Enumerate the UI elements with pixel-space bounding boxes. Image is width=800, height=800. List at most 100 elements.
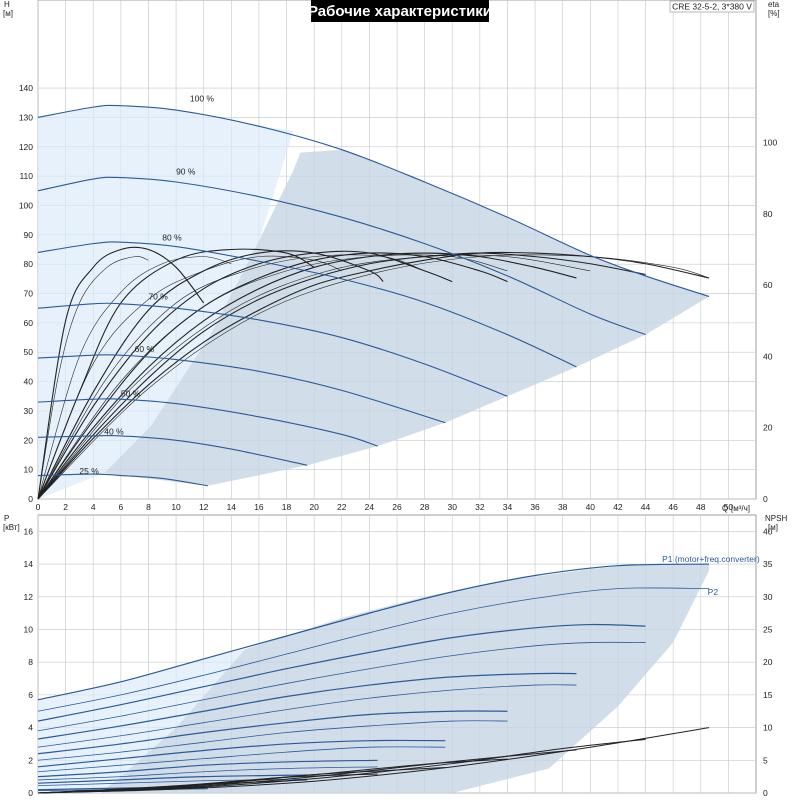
flow-axis-label: Q — [722, 504, 728, 513]
speed-label: 80 % — [162, 233, 182, 243]
flow-axis-unit: [м³/ч] — [731, 504, 750, 513]
head-tick-label: 20 — [24, 435, 34, 445]
head-tick-label: 70 — [24, 289, 34, 299]
efficiency-curve — [37, 246, 205, 500]
p1-curve — [37, 774, 308, 784]
flow-tick-label: 30 — [447, 502, 457, 512]
p1-curve — [37, 710, 508, 755]
p1-curve — [37, 563, 710, 701]
head-operating-envelope — [104, 149, 710, 486]
p2-curve — [37, 641, 646, 732]
p2-curve — [37, 766, 378, 781]
efficiency-curve — [37, 252, 508, 500]
head-tick-label: 120 — [19, 142, 33, 152]
power-tick-label: 6 — [28, 690, 33, 700]
flow-tick-label: 18 — [282, 502, 292, 512]
flow-tick-label: 34 — [503, 502, 513, 512]
p2-curve — [37, 720, 508, 761]
flow-tick-label: 32 — [475, 502, 485, 512]
title-background — [311, 0, 489, 22]
power-tick-label: 8 — [28, 657, 33, 667]
flow-tick-label: 14 — [227, 502, 237, 512]
flow-tick-label: 8 — [146, 502, 151, 512]
speed-label: 25 % — [79, 466, 99, 476]
power-tick-label: 12 — [24, 592, 34, 602]
head-axis-label: H — [4, 0, 10, 9]
flow-tick-label: 0 — [36, 502, 41, 512]
npsh-axis-unit: [м] — [768, 523, 778, 532]
head-curve-50pct — [37, 398, 378, 447]
efficiency-curve — [37, 254, 508, 500]
flow-tick-label: 20 — [309, 502, 319, 512]
power-operating-envelope — [100, 564, 710, 793]
efficiency-curve — [37, 254, 591, 500]
npsh-curve — [37, 786, 208, 794]
eta-tick-label: 0 — [763, 494, 768, 504]
head-curve-70pct — [37, 302, 508, 397]
speed-label: 70 % — [148, 291, 168, 301]
efficiency-curve — [37, 255, 342, 500]
head-curve-90pct — [37, 176, 646, 336]
flow-tick-label: 12 — [199, 502, 209, 512]
eta-axis-unit: [%] — [768, 9, 780, 18]
flow-tick-label: 40 — [586, 502, 596, 512]
head-chart-area: 100 %90 %80 %70 %60 %50 %40 %25 %0 2 4 6 8 10… — [19, 0, 777, 512]
head-tick-label: 90 — [24, 230, 34, 240]
model-box — [669, 0, 755, 13]
efficiency-curve — [37, 250, 453, 500]
head-tick-label: 110 — [19, 171, 33, 181]
flow-tick-label: 2 — [63, 502, 68, 512]
power-tick-label: 0 — [28, 788, 33, 798]
flow-tick-label: 46 — [668, 502, 678, 512]
eta-tick-label: 100 — [763, 138, 777, 148]
head-axis-unit: [м] — [3, 9, 13, 18]
head-tick-label: 30 — [24, 406, 34, 416]
flow-tick-label: 38 — [558, 502, 568, 512]
head-tick-label: 0 — [28, 494, 33, 504]
npsh-tick-label: 35 — [763, 559, 773, 569]
power-tick-label: 16 — [24, 526, 34, 536]
series-label: P1 (motor+freq.converter) — [662, 554, 760, 564]
efficiency-curve — [37, 254, 710, 500]
power-axis-label: P — [4, 514, 9, 523]
npsh-tick-label: 20 — [763, 657, 773, 667]
npsh-curve — [37, 727, 710, 794]
flow-tick-label: 16 — [254, 502, 264, 512]
npsh-tick-label: 10 — [763, 723, 773, 733]
p2-curve — [37, 746, 446, 773]
p1-curve — [37, 623, 646, 722]
p2-curve — [37, 684, 577, 748]
npsh-tick-label: 40 — [763, 526, 773, 536]
speed-label: 40 % — [104, 426, 124, 436]
p1-curve — [37, 759, 378, 778]
flow-tick-label: 4 — [91, 502, 96, 512]
eta-tick-label: 40 — [763, 351, 773, 361]
model-label: CRE 32-5-2, 3*380 V — [672, 2, 752, 12]
eta-tick-label: 80 — [763, 209, 773, 219]
head-curve-60pct — [37, 354, 446, 424]
power-chart-area: P1 (motor+freq.converter) P2 0 2 4 6 8 10 12 14 16… — [24, 514, 773, 798]
head-tick-label: 10 — [24, 465, 34, 475]
power-tick-label: 10 — [24, 624, 34, 634]
head-curve-40pct — [37, 434, 308, 466]
p2-curve — [37, 587, 710, 712]
npsh-tick-label: 0 — [763, 788, 768, 798]
eta-axis-label: eta — [768, 0, 780, 9]
eta-tick-label: 60 — [763, 280, 773, 290]
npsh-curve — [37, 738, 646, 794]
flow-tick-label: 6 — [118, 502, 123, 512]
flow-tick-label: 50 — [724, 502, 734, 512]
npsh-tick-label: 30 — [763, 592, 773, 602]
efficiency-curve — [37, 252, 577, 500]
head-tick-label: 80 — [24, 259, 34, 269]
p1-curve — [37, 739, 446, 768]
flow-tick-label: 24 — [365, 502, 375, 512]
speed-label: 60 % — [135, 344, 155, 354]
power-tick-label: 2 — [28, 755, 33, 765]
power-light-region — [38, 649, 246, 793]
flow-tick-label: 36 — [530, 502, 540, 512]
p1-curve — [37, 672, 577, 740]
power-tick-label: 14 — [24, 559, 34, 569]
eta-tick-label: 20 — [763, 423, 773, 433]
